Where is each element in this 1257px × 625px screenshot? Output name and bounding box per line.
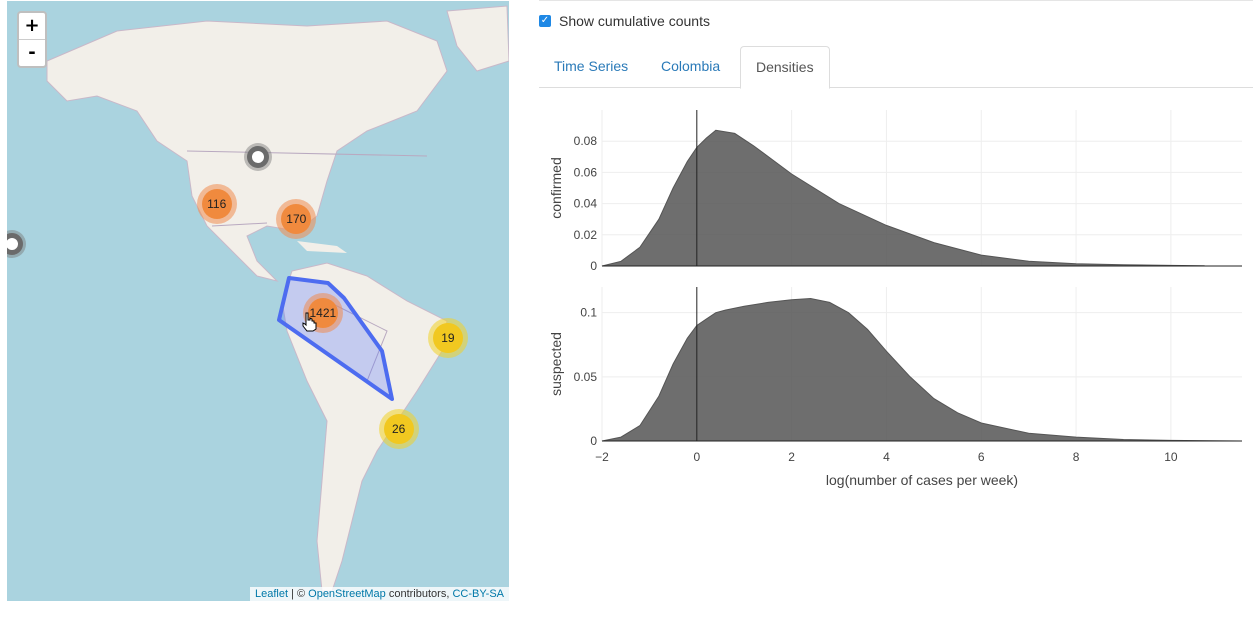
- cluster-marker[interactable]: 170: [281, 203, 312, 234]
- x-tick-label: 2: [788, 450, 795, 464]
- y-axis-label: suspected: [548, 332, 564, 396]
- cluster-marker[interactable]: [7, 233, 24, 256]
- y-tick-label: 0.05: [574, 370, 598, 384]
- cluster-marker[interactable]: 19: [432, 323, 463, 354]
- top-divider: [539, 0, 1253, 1]
- y-tick-label: 0: [590, 259, 597, 273]
- y-tick-label: 0.02: [574, 228, 598, 242]
- density-chart: 0 0.02 0.04 0.06 0.08 confirmed 0 0.05 0.1 suspec…: [548, 110, 1243, 488]
- license-link[interactable]: CC-BY-SA: [452, 588, 504, 600]
- cluster-marker[interactable]: [247, 146, 270, 169]
- y-tick-label: 0.08: [574, 134, 598, 148]
- tab-time-series[interactable]: Time Series: [554, 58, 629, 74]
- map-attribution: Leaflet | © OpenStreetMap contributors, …: [249, 587, 509, 601]
- x-tick-label: 10: [1164, 450, 1178, 464]
- zoom-in-button[interactable]: +: [19, 13, 45, 40]
- tab-bar: Time Series Colombia Densities: [539, 46, 1253, 89]
- attribution-contributors: contributors,: [385, 588, 453, 600]
- cumulative-checkbox-row[interactable]: ✓ Show cumulative counts: [539, 13, 710, 29]
- y-axis-label: confirmed: [548, 157, 564, 218]
- x-tick-label: 8: [1073, 450, 1080, 464]
- x-tick-label: 0: [693, 450, 700, 464]
- density-area: [601, 129, 1205, 267]
- leaflet-link[interactable]: Leaflet: [254, 588, 288, 600]
- x-axis-label: log(number of cases per week): [826, 472, 1018, 488]
- osm-link[interactable]: OpenStreetMap: [308, 588, 386, 600]
- zoom-out-button[interactable]: -: [28, 42, 36, 63]
- checkmark-icon[interactable]: ✓: [539, 15, 551, 27]
- map-panel[interactable]: + - 116 170 1421 19 26 Leaflet | © OpenStree…: [7, 1, 509, 601]
- y-tick-label: 0.06: [574, 165, 598, 179]
- x-tick-label: −2: [595, 450, 609, 464]
- tab-colombia[interactable]: Colombia: [661, 58, 721, 74]
- x-tick-label: 6: [978, 450, 985, 464]
- tab-densities[interactable]: Densities: [740, 46, 830, 89]
- y-tick-label: 0.04: [574, 197, 598, 211]
- analysis-panel: ✓ Show cumulative counts Time Series Col…: [539, 0, 1253, 625]
- x-tick-label: 4: [883, 450, 890, 464]
- map-tiles: [46, 5, 509, 592]
- density-area: [601, 297, 1243, 442]
- y-tick-label: 0: [590, 434, 597, 448]
- cluster-marker[interactable]: 26: [383, 413, 414, 444]
- hand-cursor-icon: [302, 312, 317, 332]
- y-tick-label: 0.1: [580, 306, 597, 320]
- zoom-control: + -: [17, 11, 47, 68]
- cumulative-checkbox-label: Show cumulative counts: [559, 13, 710, 29]
- attribution-separator: | ©: [288, 588, 309, 600]
- cluster-marker[interactable]: 116: [201, 189, 232, 220]
